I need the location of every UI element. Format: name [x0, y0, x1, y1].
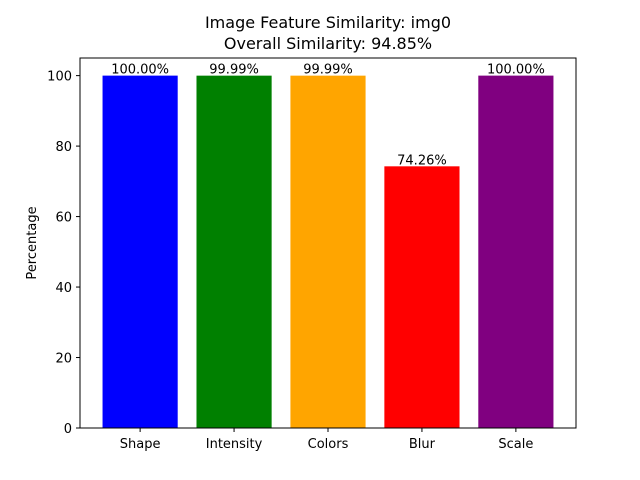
- data-labels-layer: 100.00% 99.99% 99.99% 74.26% 100.00%: [111, 63, 545, 169]
- bar-shape: [102, 75, 178, 428]
- chart-subtitle: Overall Similarity: 94.85%: [224, 34, 432, 53]
- y-axis: 0 20 40 60 80 100: [47, 70, 80, 437]
- chart-title: Image Feature Similarity: img0: [205, 13, 451, 32]
- data-label-blur: 74.26%: [397, 153, 447, 168]
- y-tick-label: 80: [55, 140, 72, 155]
- x-tick-label: Colors: [308, 437, 349, 452]
- x-tick-label: Shape: [120, 437, 161, 452]
- bar-scale: [478, 75, 554, 428]
- x-axis: Shape Intensity Colors Blur Scale: [120, 428, 533, 452]
- plot-frame: [79, 57, 577, 429]
- y-tick-label: 0: [64, 422, 72, 437]
- y-tick-label: 40: [55, 281, 72, 296]
- data-label-colors: 99.99%: [303, 63, 353, 78]
- y-axis-label: Percentage: [25, 206, 40, 279]
- data-label-scale: 100.00%: [487, 63, 545, 78]
- bar-colors: [290, 75, 366, 428]
- bars-layer: [102, 75, 554, 428]
- x-tick-label: Intensity: [206, 437, 263, 452]
- y-tick-label: 20: [55, 352, 72, 367]
- y-tick-label: 60: [55, 211, 72, 226]
- data-label-intensity: 99.99%: [209, 63, 259, 78]
- bar-intensity: [196, 75, 272, 428]
- data-label-shape: 100.00%: [111, 63, 169, 78]
- x-tick-label: Scale: [498, 437, 533, 452]
- x-tick-label: Blur: [409, 437, 436, 452]
- bar-blur: [384, 166, 460, 428]
- y-tick-label: 100: [47, 70, 72, 85]
